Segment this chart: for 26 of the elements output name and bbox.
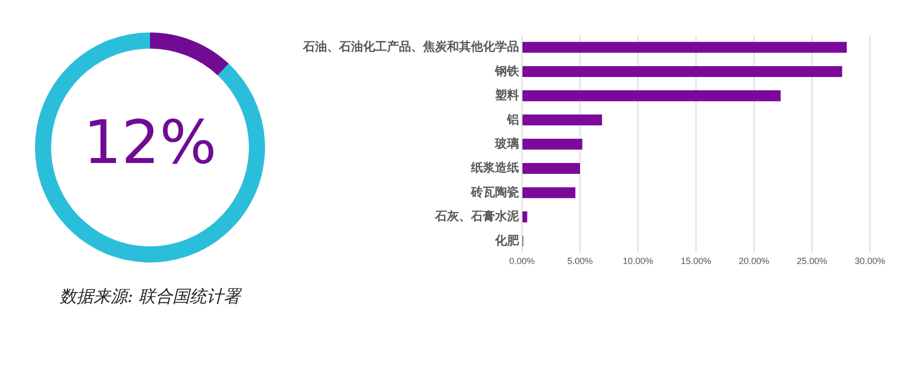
y-tick-label: 石灰、石膏水泥	[434, 209, 520, 224]
y-tick-label: 石油、石油化工产品、焦炭和其他化学品	[302, 40, 519, 54]
x-tick-label: 15.00%	[680, 256, 712, 266]
x-tick-label: 5.00%	[567, 256, 593, 266]
source-note: 数据来源: 联合国统计署	[58, 286, 243, 308]
x-tick-label: 25.00%	[796, 256, 828, 266]
y-tick-label: 钢铁	[494, 64, 520, 78]
y-tick-label: 铝	[506, 112, 519, 126]
bar	[522, 162, 580, 174]
y-tick-label: 化肥	[494, 233, 520, 248]
x-tick-label: 20.00%	[738, 256, 770, 266]
bar	[522, 211, 528, 222]
x-tick-label: 0.00%	[509, 256, 535, 266]
bar	[522, 66, 842, 77]
y-tick-label: 玻璃	[494, 136, 519, 151]
bar	[522, 114, 602, 126]
x-tick-label: 30.00%	[854, 256, 886, 266]
bar	[522, 42, 847, 53]
bar	[522, 90, 781, 102]
y-tick-label: 塑料	[494, 88, 519, 102]
y-tick-label: 砖瓦陶瓷	[470, 184, 519, 199]
x-tick-label: 10.00%	[622, 256, 654, 266]
data-label: 12%	[83, 108, 217, 178]
bar	[522, 187, 576, 198]
y-tick-label: 纸浆造纸	[470, 160, 519, 175]
bar	[522, 138, 582, 150]
